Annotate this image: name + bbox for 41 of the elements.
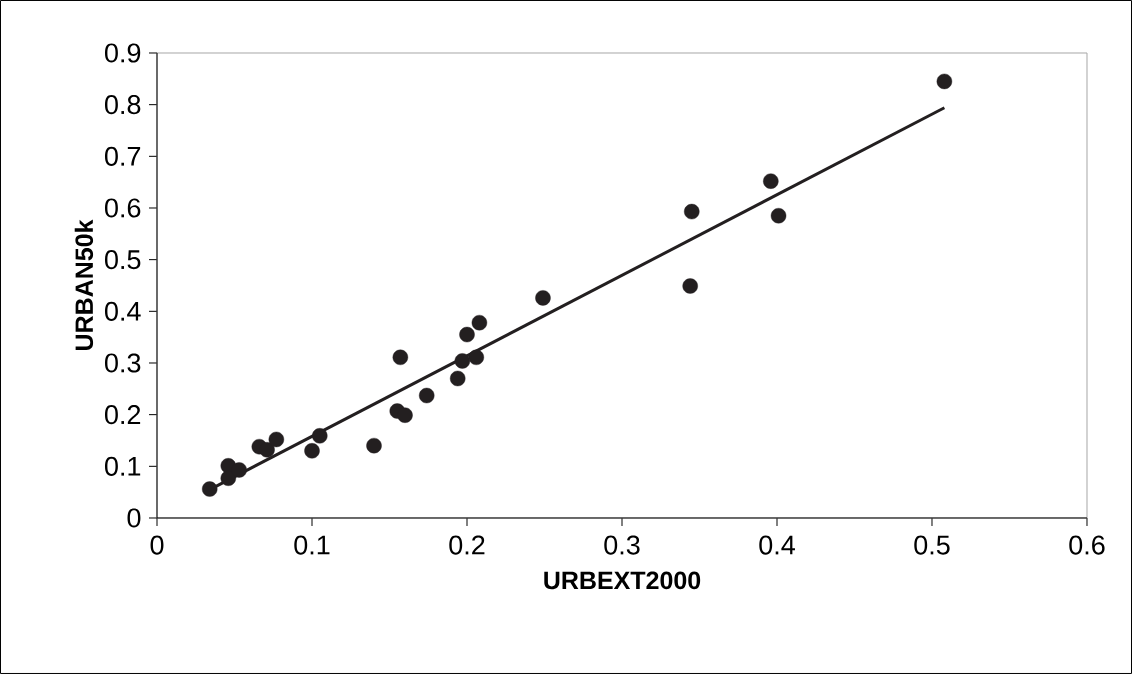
point [312, 428, 328, 444]
point [366, 437, 382, 454]
y-tick-label: 0.1 [104, 456, 141, 476]
y-axis-title: URBAN50k [74, 219, 94, 350]
point [763, 173, 779, 189]
point [220, 470, 237, 486]
point [936, 73, 953, 90]
point [535, 290, 551, 306]
y-tick-label: 0 [127, 508, 141, 528]
point [684, 203, 700, 220]
point [259, 442, 275, 458]
point [682, 278, 698, 294]
x-tick-label: 0.4 [759, 535, 795, 555]
point [397, 407, 413, 423]
x-tick-label: 0 [150, 535, 164, 555]
point [392, 349, 409, 365]
y-tick-label: 0.7 [104, 146, 141, 166]
point [419, 387, 435, 404]
point [459, 326, 475, 343]
point [268, 431, 285, 448]
y-tick-label: 0.9 [104, 43, 141, 63]
x-tick-label: 0.3 [604, 535, 640, 555]
point [231, 462, 247, 478]
x-tick-label: 0.2 [449, 535, 485, 555]
y-tick-label: 0.3 [104, 353, 141, 373]
point [304, 443, 320, 459]
y-tick-label: 0.6 [104, 198, 141, 218]
point [471, 314, 488, 331]
y-tick-label: 0.2 [104, 405, 141, 425]
point [454, 353, 471, 369]
point [468, 349, 485, 365]
point [770, 208, 787, 224]
x-tick-label: 0.5 [914, 535, 950, 555]
y-tick-label: 0.5 [104, 250, 141, 270]
y-tick-label: 0.8 [104, 95, 141, 115]
x-tick-label: 0.1 [294, 535, 330, 555]
y-tick-label: 0.4 [104, 301, 141, 321]
x-axis-title: URBEXT2000 [544, 571, 701, 590]
point [450, 370, 466, 387]
point [202, 481, 218, 497]
x-tick-label: 0.6 [1069, 535, 1105, 555]
